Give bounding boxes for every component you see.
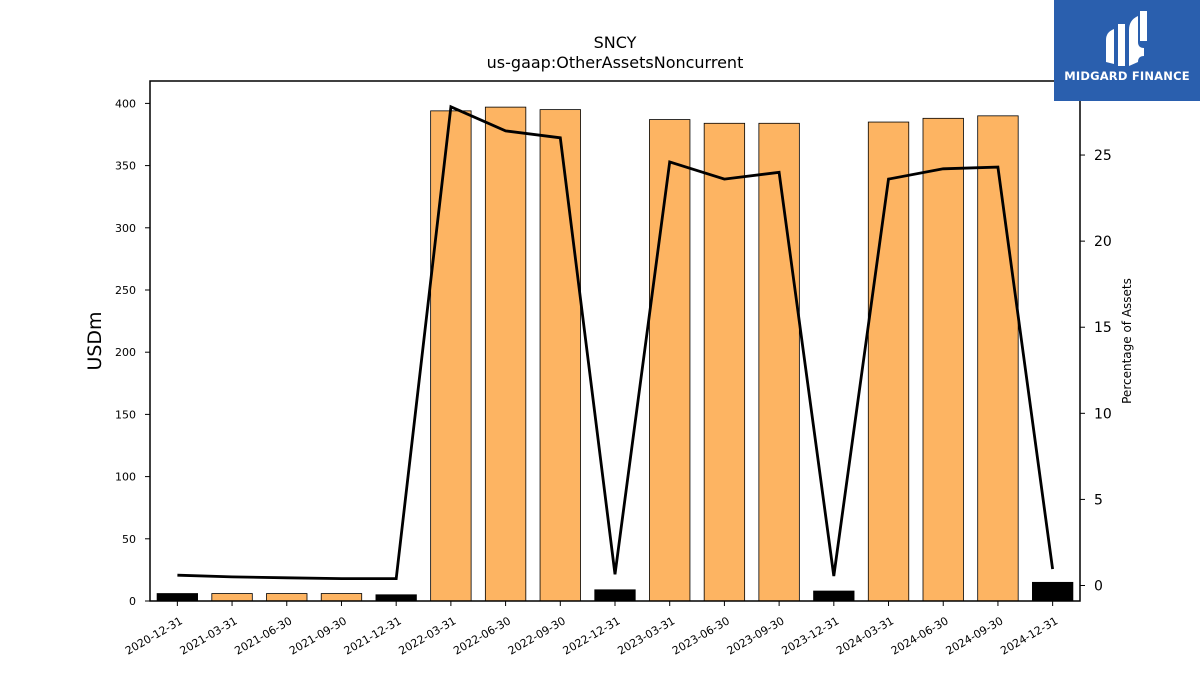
x-tick-label: 2023-06-30 [670, 614, 732, 657]
y2-tick-label: 5 [1094, 492, 1103, 508]
y2-tick-label: 20 [1094, 234, 1112, 250]
x-tick-label: 2022-03-31 [397, 614, 459, 657]
bar-2022-12-31 [594, 589, 636, 602]
x-tick-label: 2021-09-30 [287, 614, 349, 657]
percentage-line-layer [177, 104, 1054, 580]
x-tick-label: 2023-09-30 [725, 614, 787, 657]
percentage-of-assets-line [177, 104, 1054, 580]
bar-group [156, 106, 1074, 602]
bar-2021-03-31 [211, 593, 253, 602]
y2-axis-label: Percentage of Assets [1120, 278, 1134, 404]
bar-2024-03-31 [867, 121, 910, 602]
y-tick-label: 300 [115, 222, 136, 235]
x-tick-label: 2024-12-31 [998, 614, 1060, 657]
bar-2021-06-30 [266, 593, 308, 602]
bar-2022-09-30 [539, 109, 581, 602]
midgard-finance-logo: MIDGARD FINANCE [1054, 0, 1200, 101]
logo-text: MIDGARD FINANCE [1064, 69, 1190, 83]
y-tick-label: 150 [115, 408, 136, 421]
y-tick-label: 50 [122, 533, 136, 546]
bar-2022-06-30 [484, 106, 527, 602]
y2-tick-label: 15 [1094, 320, 1112, 336]
x-tick-label: 2021-06-30 [232, 614, 294, 657]
x-tick-label: 2020-12-31 [123, 614, 185, 657]
y2-tick-label: 0 [1094, 579, 1103, 595]
x-tick-label: 2021-12-31 [342, 614, 404, 657]
bar-2023-03-31 [649, 119, 691, 602]
y-tick-label: 100 [115, 471, 136, 484]
chart-title: SNCY [594, 33, 637, 52]
x-tick-label: 2024-09-30 [944, 614, 1006, 657]
x-tick-label: 2022-06-30 [451, 614, 513, 657]
bar-2021-12-31 [375, 594, 417, 602]
bar-2024-06-30 [922, 117, 964, 602]
bar-2024-09-30 [977, 115, 1019, 602]
bar-2024-12-31 [1032, 581, 1074, 602]
bar-2023-06-30 [703, 122, 746, 602]
y2-tick-label: 10 [1094, 406, 1112, 422]
x-tick-label: 2021-03-31 [178, 614, 240, 657]
y-tick-label: 200 [115, 346, 136, 359]
y-axis-label: USDm [84, 311, 106, 370]
y2-tick-label: 25 [1094, 148, 1112, 164]
y-tick-label: 0 [129, 595, 136, 608]
bar-2023-12-31 [813, 590, 855, 602]
bar-2021-09-30 [320, 593, 363, 602]
bar-2020-12-31 [156, 593, 198, 602]
x-tick-label: 2022-12-31 [561, 614, 623, 657]
logo-mark-icon [1106, 11, 1147, 66]
chart-subtitle: us-gaap:OtherAssetsNoncurrent [487, 53, 744, 72]
x-tick-label: 2023-03-31 [615, 614, 677, 657]
y-tick-label: 400 [115, 97, 136, 110]
x-tick-label: 2023-12-31 [779, 614, 841, 657]
y-tick-label: 250 [115, 284, 136, 297]
bar-2023-09-30 [758, 122, 800, 602]
x-tick-label: 2024-03-31 [834, 614, 896, 657]
x-tick-label: 2022-09-30 [506, 614, 568, 657]
y-tick-label: 350 [115, 160, 136, 173]
bar-2022-03-31 [430, 110, 472, 602]
x-tick-label: 2024-06-30 [889, 614, 951, 657]
